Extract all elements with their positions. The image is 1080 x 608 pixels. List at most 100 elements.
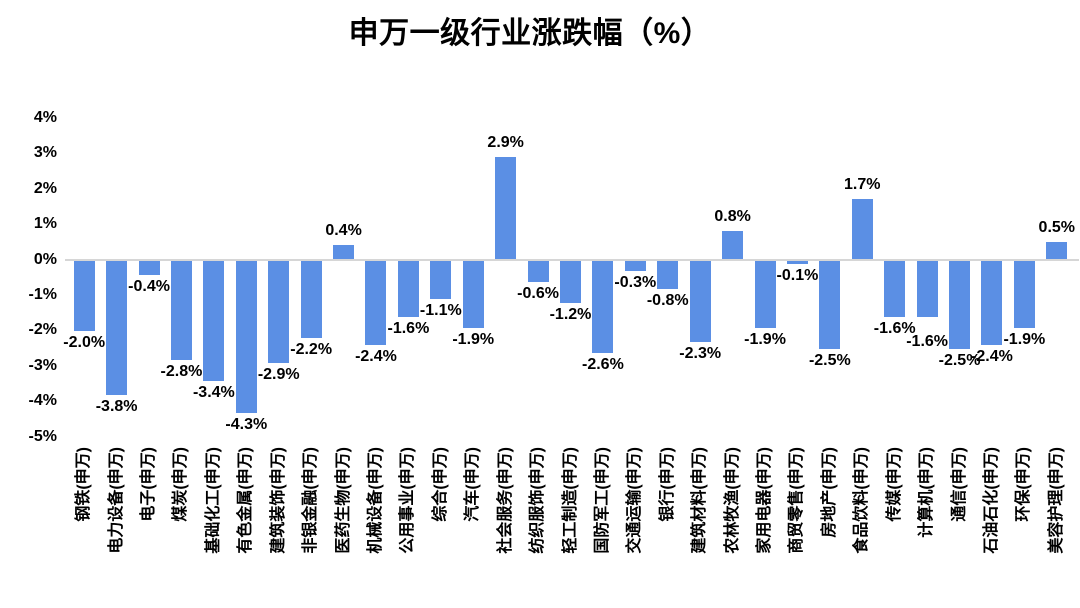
bar	[624, 260, 646, 272]
category-label: 基础化工(申万)	[204, 447, 222, 554]
y-tick-label: 0%	[33, 250, 57, 268]
bar-value-label: -1.2%	[549, 305, 592, 323]
bar	[819, 260, 841, 349]
y-tick-label: -2%	[28, 321, 57, 339]
category-label: 房地产(申万)	[820, 447, 838, 538]
bar	[333, 245, 355, 260]
zero-axis-line	[65, 258, 1079, 261]
category-label: 非银金融(申万)	[302, 447, 320, 554]
category-label: 计算机(申万)	[918, 447, 936, 538]
bar	[397, 260, 419, 318]
bar	[1013, 260, 1035, 328]
bar-value-label: -2.4%	[971, 348, 1013, 366]
category-label: 银行(申万)	[658, 447, 676, 522]
bar-value-label: -0.4%	[128, 277, 170, 295]
bar-value-label: -3.4%	[192, 383, 235, 401]
bar	[851, 199, 873, 260]
category-label: 建筑材料(申万)	[691, 447, 709, 554]
bar-value-label: -3.8%	[95, 398, 138, 416]
bar-value-label: -0.8%	[646, 291, 689, 309]
bar-value-label: -2.9%	[257, 366, 300, 384]
bar-value-label: -0.6%	[517, 284, 559, 302]
category-label: 纺织服饰(申万)	[529, 447, 547, 554]
bar	[689, 260, 711, 342]
category-label: 有色金属(申万)	[237, 447, 255, 554]
bar-value-label: -2.0%	[63, 334, 106, 352]
category-label: 社会服务(申万)	[496, 447, 514, 554]
bar	[527, 260, 549, 282]
bar	[462, 260, 484, 328]
category-label: 商贸零售(申万)	[788, 447, 806, 554]
bar	[560, 260, 581, 303]
bar-value-label: -0.1%	[776, 267, 819, 285]
bar-value-label: -1.6%	[906, 333, 949, 351]
category-label: 食品饮料(申万)	[853, 447, 871, 554]
category-label: 医药生物(申万)	[334, 447, 352, 554]
bar	[495, 156, 517, 260]
bar	[365, 260, 387, 346]
bar-value-label: -1.9%	[1003, 330, 1046, 348]
bar	[106, 260, 128, 396]
bar-value-label: 0.5%	[1038, 218, 1076, 236]
bar-value-label: -0.3%	[614, 274, 657, 292]
category-label: 建筑装饰(申万)	[269, 447, 287, 554]
bar-value-label: 2.9%	[487, 133, 524, 151]
category-label: 电力设备(申万)	[107, 447, 125, 554]
bar	[981, 260, 1003, 346]
category-label: 钢铁(申万)	[75, 447, 93, 522]
chart-title: 申万一级行业涨跌幅（%）	[348, 17, 712, 50]
bar-value-label: -2.2%	[290, 341, 333, 359]
bar	[916, 260, 938, 318]
bar	[1046, 241, 1068, 260]
bar-value-label: -1.9%	[452, 330, 495, 348]
category-label: 综合(申万)	[431, 447, 449, 522]
bar	[754, 260, 776, 328]
bar	[592, 260, 614, 353]
bar	[949, 260, 971, 349]
category-label: 交通运输(申万)	[626, 447, 644, 554]
y-tick-label: -3%	[28, 356, 57, 374]
bar-value-label: -2.8%	[160, 362, 203, 380]
bar-value-label: -1.1%	[419, 302, 462, 320]
bar-value-label: -1.9%	[744, 330, 786, 348]
y-tick-label: -5%	[28, 427, 57, 445]
bar-value-label: -2.4%	[355, 348, 397, 366]
category-label: 电子(申万)	[140, 447, 158, 522]
bar	[657, 260, 679, 289]
bar	[138, 260, 160, 275]
bar	[203, 260, 225, 381]
bar	[722, 231, 744, 260]
category-label: 公用事业(申万)	[399, 447, 417, 554]
y-tick-label: -1%	[28, 285, 57, 303]
bar	[430, 260, 452, 300]
bar	[786, 260, 808, 265]
bar-value-label: 0.8%	[714, 208, 751, 226]
bar-value-label: -2.5%	[808, 352, 851, 369]
bar	[884, 260, 906, 318]
bar-value-label: 1.7%	[844, 176, 881, 194]
bar-value-label: 0.4%	[325, 222, 362, 240]
bar	[73, 260, 95, 332]
bar	[170, 260, 192, 360]
category-label: 家用电器(申万)	[756, 447, 774, 554]
category-label: 环保(申万)	[1015, 447, 1033, 522]
bar-value-label: -2.6%	[582, 355, 624, 373]
category-label: 汽车(申万)	[464, 447, 482, 522]
category-label: 国防军工(申万)	[593, 447, 611, 554]
y-tick-label: -4%	[28, 392, 57, 410]
category-label: 传媒(申万)	[885, 447, 903, 522]
category-label: 通信(申万)	[950, 447, 968, 522]
bar-value-label: -4.3%	[225, 415, 268, 433]
y-tick-label: 1%	[33, 215, 57, 233]
y-tick-label: 4%	[33, 108, 57, 126]
y-tick-label: 2%	[33, 179, 57, 197]
category-label: 农林牧渔(申万)	[723, 447, 741, 554]
y-tick-label: 3%	[33, 144, 57, 162]
category-label: 石油石化(申万)	[982, 447, 1000, 554]
bar-value-label: -1.6%	[873, 320, 916, 338]
bar-value-label: -2.3%	[679, 344, 722, 362]
bar-value-label: -2.5%	[938, 352, 981, 369]
bar	[300, 260, 322, 339]
category-label: 美容护理(申万)	[1047, 447, 1065, 554]
